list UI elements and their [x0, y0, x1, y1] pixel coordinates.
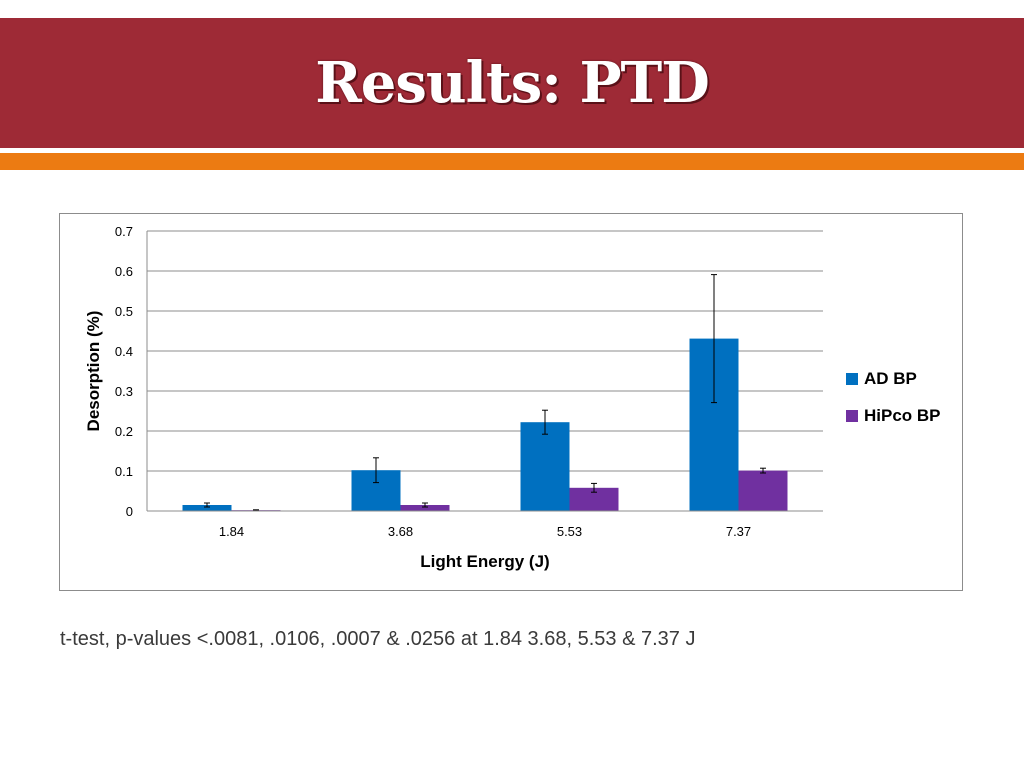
- y-tick-label: 0.4: [115, 344, 133, 359]
- legend-swatch: [846, 410, 858, 422]
- chart-frame: [59, 213, 963, 591]
- slide-title: Results: PTD: [315, 50, 710, 116]
- bar-hipco-bp: [569, 487, 619, 511]
- x-tick-label: 3.68: [388, 524, 413, 539]
- y-tick-label: 0.1: [115, 464, 133, 479]
- bar-chart: 0 0.1 0.2 0.3 0.4 0.5 0.6 0.7 1.84 3.68 5.53 7.37 Li…: [84, 224, 941, 571]
- y-tick-label: 0.2: [115, 424, 133, 439]
- footnote: t-test, p-values <.0081, .0106, .0007 & …: [60, 628, 696, 650]
- y-tick-label: 0.6: [115, 264, 133, 279]
- bar-hipco-bp: [738, 470, 788, 511]
- y-tick-label: 0.7: [115, 224, 133, 239]
- x-tick-label: 7.37: [726, 524, 751, 539]
- x-axis-label: Light Energy (J): [420, 552, 549, 571]
- legend-entry: AD BP: [864, 369, 917, 388]
- y-tick-label: 0.5: [115, 304, 133, 319]
- legend-entry: HiPco BP: [864, 406, 941, 425]
- accent-bar: [0, 153, 1024, 170]
- bar-ad-bp: [182, 505, 232, 511]
- x-tick-label: 1.84: [219, 524, 244, 539]
- x-tick-label: 5.53: [557, 524, 582, 539]
- y-tick-label: 0.3: [115, 384, 133, 399]
- bar-ad-bp: [520, 422, 570, 511]
- y-tick-label: 0: [126, 504, 133, 519]
- legend-swatch: [846, 373, 858, 385]
- y-axis-label: Desorption (%): [84, 311, 103, 432]
- bar-hipco-bp: [400, 505, 450, 511]
- title-band: [0, 18, 1024, 148]
